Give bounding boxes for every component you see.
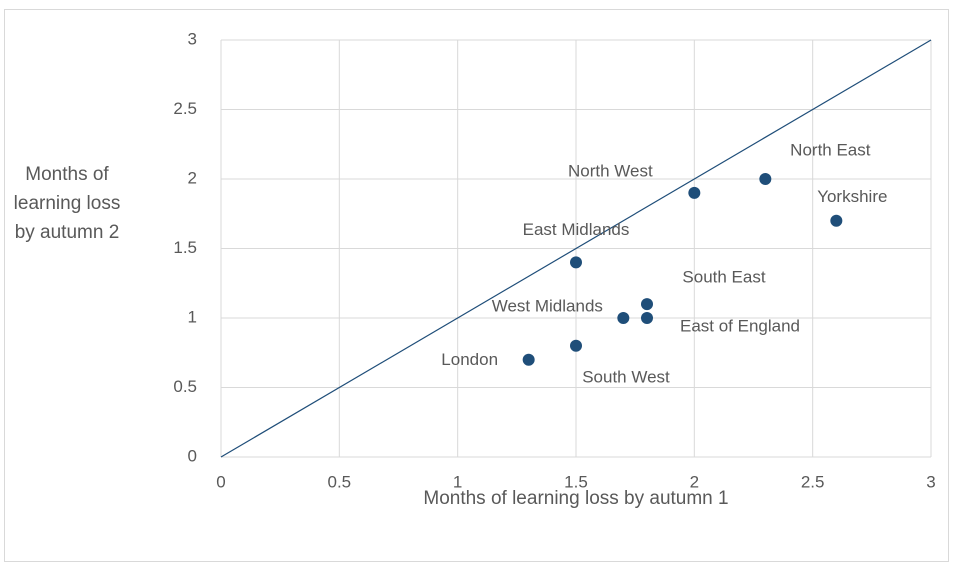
point [617, 312, 630, 324]
point [688, 186, 701, 199]
point [522, 353, 535, 366]
point-label: South East [682, 268, 765, 287]
x-tick-label: 2 [690, 472, 699, 491]
x-tick-label: 0.5 [328, 472, 352, 491]
x-tick-label: 0 [216, 472, 225, 491]
chart-border [4, 9, 949, 562]
point-label: London [441, 350, 498, 369]
point [641, 298, 653, 311]
point [641, 312, 653, 324]
y-tick-label: 3 [188, 29, 197, 48]
point [759, 173, 772, 185]
point-label: East of England [680, 316, 800, 335]
y-tick-label: 1.5 [173, 238, 197, 257]
point-label: West Midlands [492, 296, 603, 315]
y-axis-label: Months of learning loss by autumn 2 [13, 164, 121, 243]
y-tick-label: 0 [188, 446, 197, 465]
x-tick-label: 1.5 [564, 472, 588, 491]
point-label: South West [582, 367, 670, 386]
point [570, 339, 582, 352]
point-label: Yorkshire [817, 187, 887, 206]
y-tick-label: 0.5 [173, 377, 197, 396]
point-label: North East [790, 140, 871, 159]
point [570, 256, 582, 269]
point-label: East Midlands [523, 220, 630, 239]
y-tick-label: 2 [188, 168, 197, 187]
point [830, 214, 843, 227]
x-tick-label: 1 [453, 472, 462, 491]
y-tick-label: 2.5 [173, 99, 197, 118]
x-axis-label: Months of learning loss by autumn 1 [423, 488, 728, 509]
x-tick-label: 2.5 [801, 472, 825, 491]
point-label: North West [568, 161, 653, 180]
y-tick-label: 1 [188, 307, 197, 326]
x-tick-label: 3 [926, 472, 935, 491]
reference-line [220, 39, 932, 458]
